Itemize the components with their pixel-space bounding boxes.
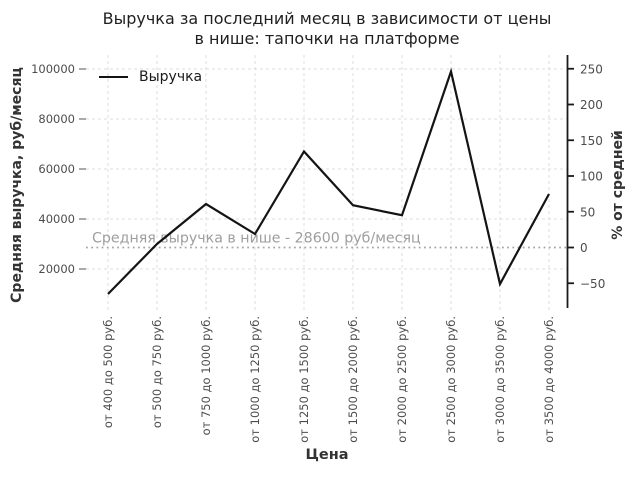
right-tick-label: −50 [580, 277, 605, 291]
vertical-gridlines [107, 55, 550, 310]
average-annotation: Средняя выручка в нише - 28600 руб/месяц [92, 231, 421, 247]
right-tick-label: 250 [580, 62, 603, 76]
right-tick-label: 0 [580, 241, 588, 255]
legend-line-swatch [99, 76, 128, 78]
y-axis-label-right: % от средней [610, 130, 626, 240]
chart-title-line1: Выручка за последний месяц в зависимости… [102, 9, 552, 28]
x-axis-tick-labels: от 400 до 500 руб. от 500 до 750 руб. от 7… [101, 316, 556, 443]
chart-title-line2: в нише: тапочки на платформе [194, 29, 460, 48]
x-tick-label: от 2500 до 3000 руб. [444, 316, 458, 443]
left-tick-label: 100000 [31, 62, 75, 76]
right-axis-ticks: −50 0 50 100 150 200 250 [567, 62, 605, 291]
y-axis-label-left: Средняя выручка, руб/месяц [9, 67, 25, 303]
x-tick-label: от 3000 до 3500 руб. [493, 316, 507, 443]
horizontal-gridlines [86, 68, 567, 270]
legend: Выручка [99, 69, 202, 85]
left-tick-label: 80000 [38, 112, 75, 126]
x-tick-label: от 500 до 750 руб. [150, 316, 164, 428]
left-axis-ticks: 20000 40000 60000 80000 100000 [31, 62, 86, 276]
x-tick-label: от 3500 до 4000 руб. [542, 316, 556, 443]
x-axis-label: Цена [305, 447, 349, 463]
x-tick-label: от 400 до 500 руб. [101, 316, 115, 428]
left-tick-label: 60000 [38, 162, 75, 176]
x-tick-label: от 1500 до 2000 руб. [346, 316, 360, 443]
x-tick-label: от 1250 до 1500 руб. [297, 316, 311, 443]
x-tick-label: от 2000 до 2500 руб. [395, 316, 409, 443]
x-tick-label: от 750 до 1000 руб. [199, 316, 213, 435]
legend-series-label: Выручка [139, 69, 203, 85]
revenue-line [107, 67, 550, 295]
left-tick-label: 40000 [38, 212, 75, 226]
left-tick-label: 20000 [38, 262, 75, 276]
right-tick-label: 100 [580, 170, 603, 184]
right-tick-label: 200 [580, 98, 603, 112]
right-tick-label: 50 [580, 205, 595, 219]
right-tick-label: 150 [580, 134, 603, 148]
x-tick-label: от 1000 до 1250 руб. [248, 316, 262, 443]
chart-title: Выручка за последний месяц в зависимости… [7, 9, 640, 49]
